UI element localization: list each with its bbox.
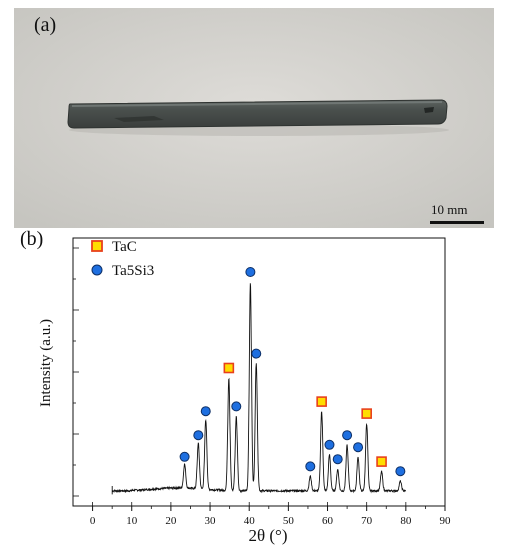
x-tick-label-10: 10	[126, 515, 138, 527]
panel-label-b: (b)	[20, 228, 43, 250]
xrd-chart: (b) 0 10 20 30 40 50 60 70 80 90 TaC Ta5Si3 2θ (°)…	[20, 228, 451, 545]
tac-marker-3	[223, 362, 235, 374]
x-tick-label-20: 20	[165, 515, 177, 527]
x-tick-label-90: 90	[440, 515, 452, 527]
ta5si3-marker-12	[353, 442, 364, 453]
tac-marker-14	[376, 456, 387, 467]
legend-label-1: Ta5Si3	[112, 263, 154, 279]
legend-label-0: TaC	[112, 239, 137, 255]
x-tick-label-30: 30	[205, 515, 217, 527]
ta5si3-marker-4	[231, 401, 242, 412]
panel-label-a: (a)	[34, 14, 57, 36]
ta5si3-marker-10	[332, 454, 343, 465]
y-axis-label: Intensity (a.u.)	[38, 319, 54, 407]
ta5si3-marker-0	[179, 451, 190, 462]
chart-frame	[72, 237, 446, 507]
xrd-pattern-line	[111, 283, 407, 495]
ta5si3-marker-1	[193, 430, 204, 441]
tac-marker-8	[316, 396, 327, 407]
x-tick-label-80: 80	[400, 515, 412, 527]
scale-bar	[430, 221, 484, 224]
sample-bar-image	[14, 8, 494, 228]
peak-markers	[179, 267, 406, 477]
x-tick-label-0: 0	[90, 515, 96, 527]
x-tick-label-70: 70	[361, 515, 373, 527]
ta5si3-marker-7	[305, 461, 316, 472]
sample-photo: (a) 10 mm	[14, 8, 494, 228]
ta5si3-marker-6	[251, 348, 262, 359]
scale-bar-label: 10 mm	[431, 202, 468, 217]
legend: TaC Ta5Si3	[91, 239, 154, 279]
x-tick-label-60: 60	[322, 515, 334, 527]
x-axis-ticks: 0 10 20 30 40 50 60 70 80 90	[90, 502, 451, 527]
legend-marker-tac	[91, 240, 103, 252]
ta5si3-marker-9	[324, 439, 335, 450]
legend-marker-ta5si3	[91, 264, 103, 276]
ta5si3-marker-5	[245, 267, 256, 277]
tac-marker-13	[361, 408, 372, 419]
x-axis-label: 2θ (°)	[248, 526, 287, 545]
ta5si3-marker-15	[395, 466, 406, 477]
x-tick-label-40: 40	[244, 515, 256, 527]
x-tick-label-50: 50	[283, 515, 295, 527]
ta5si3-marker-2	[200, 406, 211, 417]
ta5si3-marker-11	[342, 430, 353, 441]
